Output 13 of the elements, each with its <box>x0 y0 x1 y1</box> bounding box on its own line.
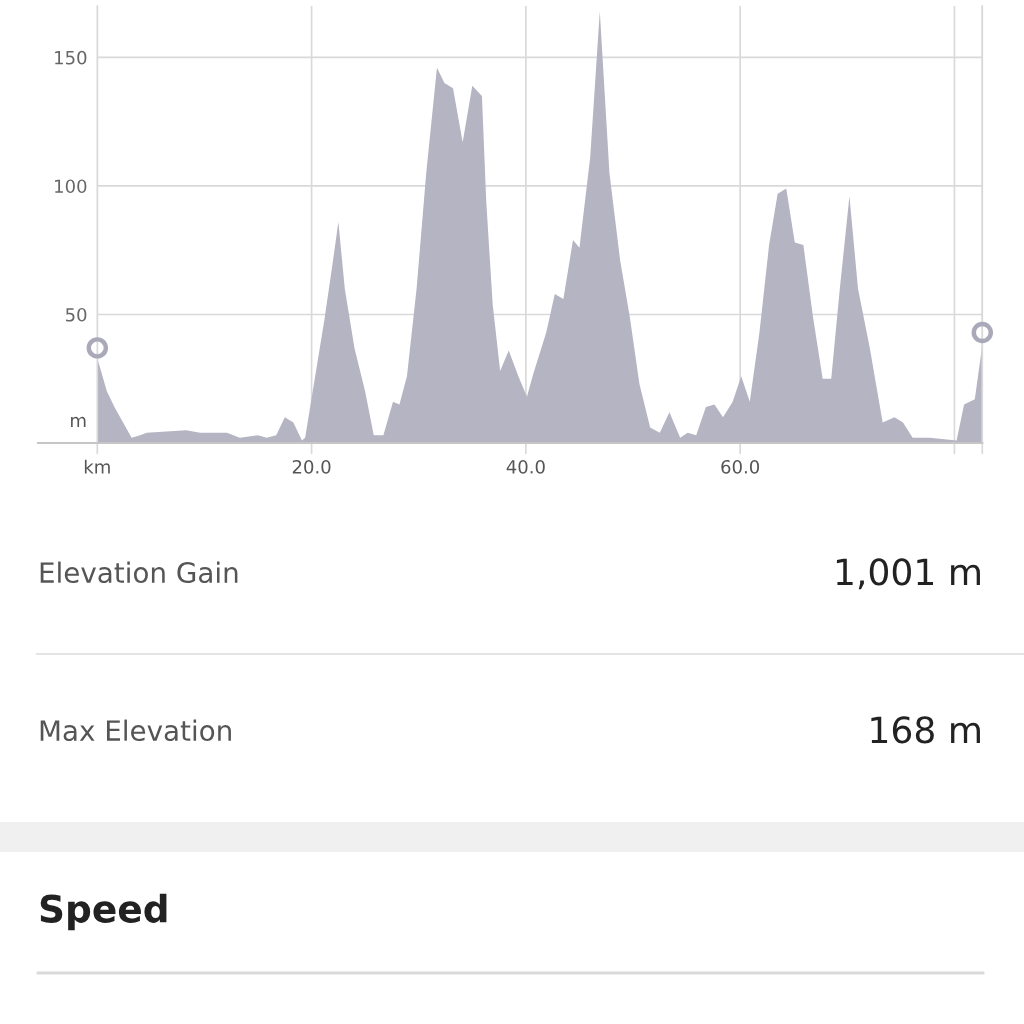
text: 168 m <box>871 716 980 744</box>
y-tick-label: 50 <box>66 307 87 322</box>
text: Speed <box>40 893 167 931</box>
x-tick-label: 20.0 <box>292 459 331 474</box>
text: Elevation Gain <box>40 561 238 584</box>
x-tick-label: 40.0 <box>506 459 545 474</box>
x-tick-label: km <box>84 459 110 474</box>
y-tick-label: 100 <box>55 179 87 194</box>
y-axis-title: m <box>71 416 86 427</box>
text: Max Elevation <box>40 719 231 742</box>
y-tick-label: 150 <box>55 50 87 65</box>
x-tick-label: 60.0 <box>721 459 760 474</box>
text: 1,001 m <box>836 558 980 590</box>
